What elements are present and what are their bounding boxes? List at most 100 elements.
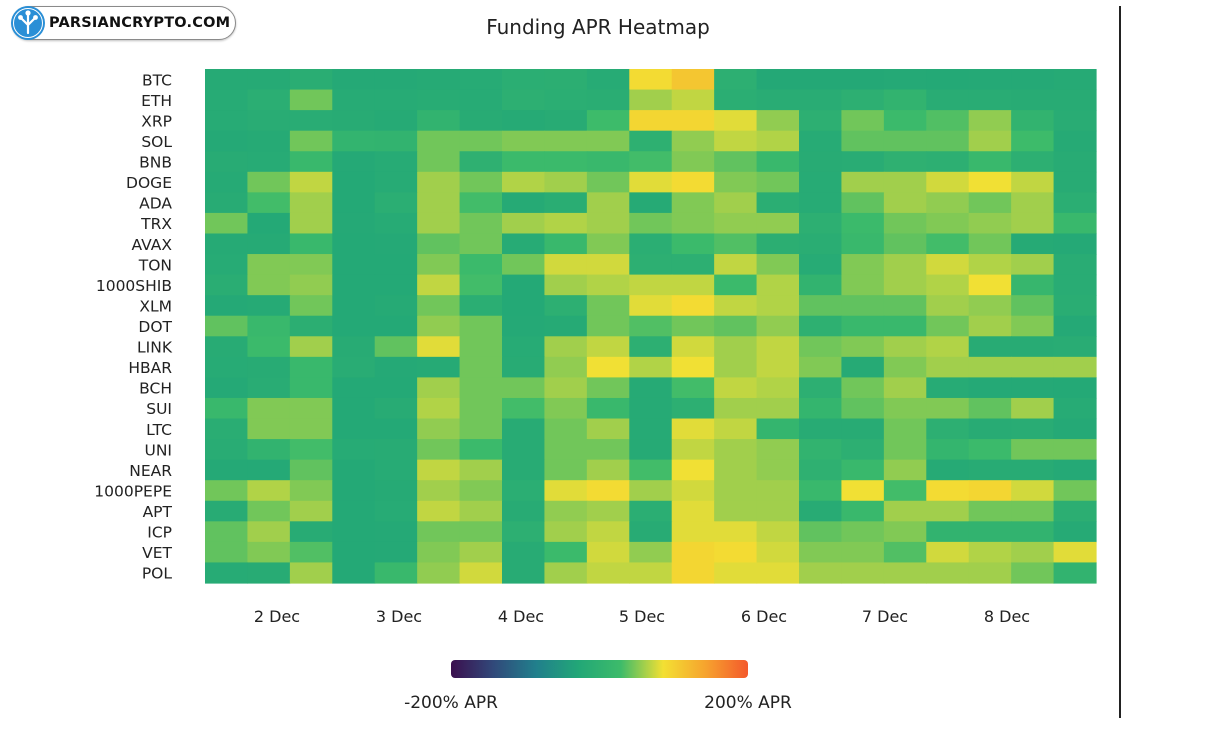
heatmap-cell [968,274,1012,296]
heatmap-cell [459,562,503,584]
heatmap-cell [926,480,970,502]
heatmap-cell [799,151,843,173]
heatmap-cell [374,192,418,214]
heatmap-cell [289,130,333,152]
heatmap-cell [968,500,1012,522]
heatmap-cell [968,377,1012,399]
heatmap-cell [289,500,333,522]
heatmap-cell [374,130,418,152]
heatmap-cell [841,89,885,111]
heatmap-cell [883,377,927,399]
heatmap-cell [586,233,630,255]
heatmap-cell [332,274,376,296]
heatmap-cell [459,500,503,522]
heatmap-cell [417,274,461,296]
heatmap-cell [374,459,418,481]
heatmap-cell [629,274,673,296]
heatmap-cell [841,192,885,214]
heatmap-cell [883,418,927,440]
heatmap-cell [629,254,673,276]
heatmap-cell [374,439,418,461]
heatmap-cell [586,562,630,584]
heatmap-cell [544,500,588,522]
row-label: XLM [139,297,172,315]
heatmap-cell [332,295,376,317]
heatmap-cell [289,439,333,461]
heatmap-cell [883,541,927,564]
heatmap-cell [205,356,249,378]
heatmap-cell [247,233,291,255]
heatmap-cell [544,151,588,173]
heatmap-cell [841,212,885,235]
heatmap-cell [332,254,376,276]
heatmap-cell [799,500,843,522]
heatmap-cell [629,315,673,337]
heatmap-cell [502,254,546,276]
heatmap-cell [841,315,885,337]
heatmap-cell [417,151,461,173]
heatmap-cell [629,459,673,481]
heatmap-cell [586,315,630,337]
heatmap-cell [459,130,503,152]
heatmap-cell [841,397,885,420]
heatmap-cell [247,397,291,420]
heatmap-cell [332,315,376,337]
heatmap-cell [205,418,249,440]
heatmap-cell [502,418,546,440]
heatmap-cell [502,459,546,481]
heatmap-cell [544,377,588,399]
row-label: NEAR [129,462,172,480]
heatmap-cell [756,69,800,91]
heatmap-cell [1053,69,1097,91]
heatmap-cell [586,110,630,132]
heatmap-cell [374,254,418,276]
heatmap-cell [629,130,673,152]
heatmap-cell [544,89,588,111]
heatmap-cell [502,130,546,152]
heatmap-cell [374,89,418,111]
heatmap-cell [1053,377,1097,399]
heatmap-cell [586,274,630,296]
heatmap-cell [544,521,588,543]
heatmap-cell [756,192,800,214]
heatmap-cell [841,274,885,296]
heatmap-cell [671,89,715,111]
heatmap-cell [926,439,970,461]
row-label: 1000PEPE [94,482,172,500]
heatmap-cell [671,130,715,152]
heatmap-cell [926,562,970,584]
heatmap-cell [544,397,588,420]
heatmap-cell [714,212,758,235]
heatmap-cell [629,336,673,358]
heatmap-cell [1011,480,1055,502]
heatmap-cell [799,192,843,214]
heatmap-cell [629,377,673,399]
heatmap-cell [671,336,715,358]
heatmap-cell [459,439,503,461]
heatmap-cell [417,89,461,111]
heatmap-cell [926,295,970,317]
heatmap-cell [1011,377,1055,399]
heatmap-cell [629,295,673,317]
heatmap-cell [714,356,758,378]
heatmap-cell [332,233,376,255]
heatmap-cell [841,233,885,255]
heatmap-cell [247,274,291,296]
heatmap-cell [968,562,1012,584]
heatmap-cell [756,212,800,235]
heatmap-cell [968,130,1012,152]
heatmap-cell [374,171,418,193]
heatmap-cell [544,274,588,296]
site-logo[interactable]: PARSIANCRYPTO.COM [11,6,236,40]
heatmap-cell [1053,151,1097,173]
heatmap-cell [671,459,715,481]
heatmap-cell [629,562,673,584]
heatmap-cell [1053,295,1097,317]
heatmap-cell [205,521,249,543]
heatmap-cell [883,130,927,152]
row-label: BNB [139,154,172,172]
heatmap-cell [671,562,715,584]
heatmap-cell [205,541,249,564]
row-label: ETH [141,92,172,110]
